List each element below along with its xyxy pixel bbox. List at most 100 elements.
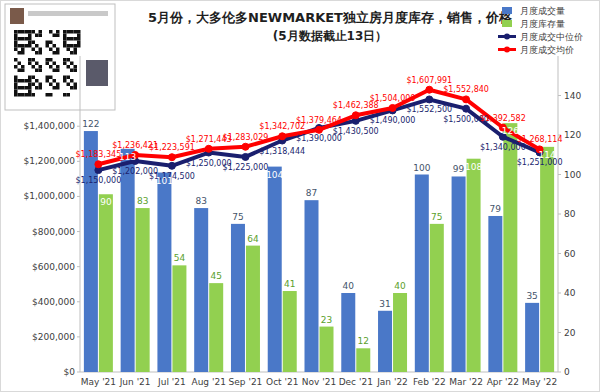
qr-cell: [56, 83, 60, 87]
qr-cell: [39, 48, 43, 52]
price-label: $1,268,114: [517, 135, 563, 144]
bar-label: 75: [232, 212, 243, 222]
qr-cell: [49, 76, 53, 80]
x-tick-label: Oct '21: [266, 377, 298, 387]
bar-label: 45: [210, 271, 221, 281]
qr-cell: [63, 34, 67, 38]
qr-cell: [46, 93, 50, 97]
bar-label: 87: [306, 188, 317, 198]
qr-cell: [14, 76, 18, 80]
bar-label: 108: [465, 162, 482, 172]
y-tick-label: $400,000: [32, 297, 75, 307]
bar-label: 12: [358, 336, 369, 346]
y2-tick-label: 0: [564, 367, 570, 377]
qr-cell: [63, 62, 67, 66]
x-tick-label: Aug '21: [192, 377, 226, 387]
qr-cell: [39, 65, 43, 69]
qr-cell: [77, 34, 81, 38]
y-axis-line: [80, 56, 81, 372]
legend-label: 月度成交中位价: [520, 32, 583, 42]
qr-cell: [63, 79, 67, 83]
y-tick: [77, 336, 80, 337]
bar: [136, 208, 150, 372]
qr-cell: [67, 44, 71, 48]
qr-cell: [67, 65, 71, 69]
qr-cell: [28, 37, 32, 41]
line: [98, 99, 539, 170]
qr-cell: [49, 41, 53, 45]
qr-cell: [28, 41, 32, 45]
qr-cell: [56, 30, 60, 34]
qr-cell: [53, 44, 57, 48]
y-tick-label: $1,000,000: [23, 191, 75, 201]
chart: 5月份，大多伦多NEWMARKET独立房月度库存，销售，价格(5月数据截止13日…: [0, 0, 600, 392]
qr-cell: [70, 51, 74, 55]
qr-cell: [70, 79, 74, 83]
y2-tick-label: 40: [564, 288, 576, 298]
qr-cell: [28, 86, 32, 90]
price-label: $1,552,840: [443, 85, 489, 94]
bar: [430, 224, 444, 372]
qr-cell: [21, 79, 25, 83]
y2-tick-label: 120: [564, 130, 581, 140]
qr-cell: [56, 65, 60, 69]
bar-label: 104: [266, 170, 283, 180]
y-tick-label: $0: [64, 367, 76, 377]
qr-cell: [25, 37, 29, 41]
marker: [463, 105, 470, 112]
qr-cell: [46, 79, 50, 83]
qr-cell: [39, 69, 43, 73]
legend-swatch: [502, 7, 512, 14]
qr-cell: [49, 83, 53, 87]
qr-cell: [39, 51, 43, 55]
qr-cell: [77, 41, 81, 45]
bar: [283, 291, 297, 372]
qr-cell: [18, 30, 22, 34]
qr-cell: [14, 34, 18, 38]
y-tick-label: $1,200,000: [23, 156, 75, 166]
x-tick-label: May '21: [81, 377, 116, 387]
qr-cell: [14, 65, 18, 69]
qr-cell: [67, 48, 71, 52]
qr-cell: [49, 30, 53, 34]
bar: [99, 194, 113, 372]
qr-cell: [56, 48, 60, 52]
qr-cell: [46, 76, 50, 80]
qr-cell: [21, 51, 25, 55]
marker: [426, 96, 433, 103]
marker: [168, 154, 175, 161]
bar: [540, 147, 554, 372]
qr-cell: [25, 44, 29, 48]
qr-cell: [35, 86, 39, 90]
avatar: [10, 8, 24, 24]
qr-cell: [53, 51, 57, 55]
y2-tick: [558, 95, 561, 96]
bar-label: 99: [453, 164, 465, 174]
qr-cell: [32, 76, 36, 80]
bar-label: 75: [431, 212, 442, 222]
qr-cell: [21, 65, 25, 69]
qr-cell: [32, 65, 36, 69]
qr-cell: [46, 41, 50, 45]
qr-cell: [28, 83, 32, 87]
qr-cell: [74, 44, 78, 48]
y-tick: [77, 231, 80, 232]
qr-cell: [53, 34, 57, 38]
qr-cell: [18, 69, 22, 73]
qr-cell: [56, 51, 60, 55]
qr-cell: [21, 69, 25, 73]
qr-cell: [67, 58, 71, 62]
qr-cell: [63, 30, 67, 34]
qr-cell: [14, 93, 18, 97]
price-label: $1,318,444: [259, 147, 305, 156]
qr-cell: [67, 76, 71, 80]
qr-cell: [74, 86, 78, 90]
qr-cell: [67, 83, 71, 87]
bar-label: 101: [156, 176, 173, 186]
qr-cell: [56, 69, 60, 73]
marker: [242, 143, 249, 150]
qr-frame: [5, 4, 115, 110]
qr-cell: [14, 30, 18, 34]
marker: [426, 86, 433, 93]
qr-cell: [63, 76, 67, 80]
